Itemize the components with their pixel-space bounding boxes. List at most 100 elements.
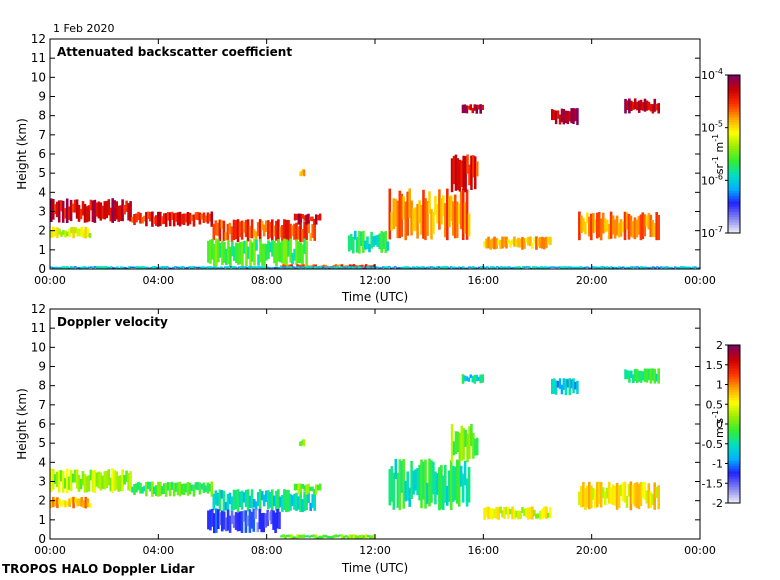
data-column (545, 236, 548, 248)
data-column (248, 509, 252, 533)
data-column (105, 200, 109, 219)
data-column (499, 506, 502, 514)
data-column (368, 266, 371, 269)
data-column (64, 500, 67, 508)
data-column (128, 266, 131, 269)
data-column (113, 470, 116, 491)
data-column (539, 237, 542, 249)
data-column (493, 236, 496, 250)
y-tick-label: 2 (38, 224, 46, 238)
data-column (124, 267, 127, 269)
data-column (354, 535, 358, 539)
colorbar-swatch (728, 227, 740, 231)
colorbar-swatch (728, 379, 740, 383)
data-column (88, 503, 92, 508)
data-column (204, 215, 208, 222)
data-column (123, 475, 126, 485)
data-column (300, 170, 303, 177)
data-column (610, 266, 613, 269)
data-column (143, 485, 146, 492)
colorbar-swatch (728, 103, 740, 108)
data-column (302, 264, 305, 269)
data-column (631, 485, 635, 504)
data-column (645, 100, 649, 111)
data-column (307, 483, 310, 494)
data-column (322, 534, 326, 538)
colorbar-tick-base: 10 (701, 69, 715, 82)
data-feature (212, 219, 316, 243)
data-column (224, 232, 228, 241)
data-column (541, 508, 544, 520)
data-column (82, 500, 86, 508)
data-column (360, 266, 363, 269)
data-column (141, 487, 144, 494)
data-column (574, 381, 577, 390)
data-column (570, 266, 573, 269)
data-column (501, 510, 504, 518)
colorbar-swatch (728, 437, 740, 441)
data-column (477, 376, 480, 381)
data-column (566, 110, 569, 125)
data-column (279, 496, 282, 508)
data-feature (388, 188, 471, 241)
data-column (556, 380, 560, 388)
data-feature (551, 108, 579, 126)
data-column (380, 267, 383, 269)
data-column (472, 155, 475, 178)
data-column (592, 487, 595, 500)
colorbar-swatch (728, 193, 740, 197)
data-column (462, 427, 465, 460)
data-column (686, 266, 689, 269)
data-column (188, 212, 192, 225)
data-column (304, 535, 307, 538)
data-column (472, 432, 475, 459)
data-column (450, 424, 454, 462)
data-column (260, 491, 264, 501)
data-column (548, 266, 551, 269)
data-column (398, 267, 401, 269)
data-column (99, 472, 103, 491)
data-column (334, 534, 338, 538)
data-column (590, 485, 593, 509)
data-column (434, 195, 437, 215)
data-column (216, 267, 219, 269)
data-column (541, 236, 544, 249)
data-column (87, 205, 91, 222)
colorbar-swatch (728, 426, 740, 430)
colorbar-tick-label: 10-4 (701, 67, 723, 82)
data-column (52, 267, 55, 269)
data-column (70, 497, 73, 504)
data-column (457, 203, 461, 225)
colorbar-swatch (728, 211, 740, 216)
data-column (75, 469, 79, 489)
data-column (467, 377, 471, 382)
data-column (347, 235, 351, 252)
data-column (530, 267, 533, 270)
data-column (506, 266, 509, 269)
data-column (54, 204, 57, 215)
data-column (549, 236, 552, 246)
data-column (122, 266, 125, 269)
colorbar-swatch (728, 416, 740, 420)
colorbar-swatch (728, 161, 740, 166)
data-column (531, 243, 534, 249)
data-column (676, 266, 679, 269)
data-column (455, 459, 459, 504)
colorbar-swatch (728, 487, 740, 491)
data-column (80, 497, 84, 507)
data-column (295, 492, 298, 512)
data-column (424, 198, 427, 241)
x-tick-label: 04:00 (142, 274, 174, 287)
data-column (317, 484, 320, 491)
data-column (241, 241, 244, 267)
data-column (303, 491, 306, 512)
data-column (224, 517, 228, 532)
data-column (412, 470, 415, 495)
data-column (576, 108, 579, 126)
data-column (305, 220, 308, 241)
data-column (362, 230, 365, 253)
data-column (236, 489, 240, 513)
data-column (467, 213, 471, 237)
data-column (142, 266, 145, 269)
data-column (178, 211, 182, 227)
